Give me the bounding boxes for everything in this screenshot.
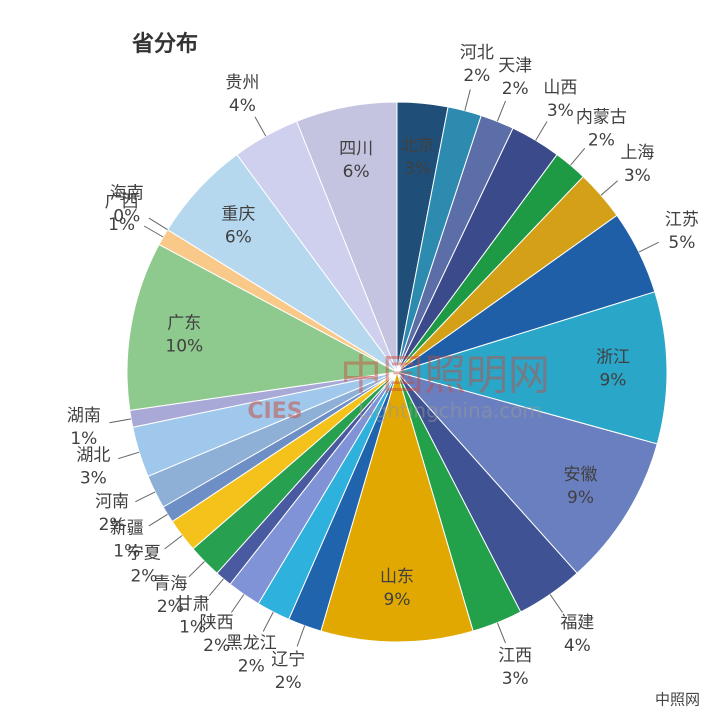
pie-slice [395, 371, 658, 574]
watermark-url: Lightingchina.com [358, 399, 542, 423]
leader-line [143, 225, 164, 238]
slice-label: 安徽 [564, 465, 598, 485]
leader-line [496, 100, 506, 122]
leader-line [296, 625, 306, 647]
pie [126, 101, 668, 643]
slice-label: 江西 [498, 646, 532, 666]
leader-line [254, 116, 267, 137]
value-label: 4% [564, 636, 591, 656]
leader-line [638, 241, 659, 253]
leader-line [535, 121, 548, 141]
value-label: 2% [157, 597, 184, 617]
pie-slice [126, 243, 399, 411]
leader-line [148, 513, 168, 527]
leader-line [570, 147, 586, 166]
leader-line [549, 594, 563, 613]
slice-label: 北京 [401, 136, 435, 156]
slice-label: 辽宁 [271, 650, 305, 670]
value-label: 9% [567, 488, 594, 508]
slice-label: 湖南 [67, 406, 101, 426]
slice-label: 广东 [167, 313, 201, 333]
value-label: 6% [343, 162, 370, 182]
value-label: 2% [463, 66, 490, 86]
value-label: 3% [502, 669, 529, 689]
value-label: 1% [179, 618, 206, 638]
value-label: 3% [547, 101, 574, 121]
slice-label: 河北 [460, 43, 494, 63]
value-label: 3% [624, 166, 651, 186]
leader-line [135, 491, 156, 503]
value-label: 2% [203, 636, 230, 656]
footer: 中照网 [655, 691, 700, 709]
leader-line [496, 622, 506, 644]
slice-label: 上海 [620, 143, 654, 163]
slice-label: 宁夏 [127, 544, 161, 564]
leader-line [231, 594, 245, 613]
slice-label: 福建 [560, 613, 594, 633]
pie-slice [296, 101, 398, 373]
watermark-org: CIES [247, 399, 302, 424]
chart-title: 省分布 [131, 31, 198, 57]
value-label: 2% [99, 515, 126, 535]
slice-label: 甘肃 [176, 595, 210, 615]
slice-label: 广西 [105, 192, 139, 212]
value-label: 1% [70, 429, 97, 449]
slice-label: 黑龙江 [226, 634, 277, 654]
value-label: 10% [165, 336, 203, 356]
value-label: 1% [108, 215, 135, 235]
value-label: 4% [229, 96, 256, 116]
pie-slice [395, 291, 668, 445]
slice-label: 湖北 [76, 445, 110, 465]
watermark-site: 中国照明网 [340, 351, 550, 400]
leader-line [148, 217, 168, 231]
value-label: 2% [130, 567, 157, 587]
leader-line [164, 535, 183, 550]
leader-line [118, 451, 140, 460]
slice-label: 浙江 [596, 348, 630, 368]
pie-slice [320, 370, 474, 643]
slice-label: 江苏 [665, 210, 699, 230]
value-label: 5% [668, 233, 695, 253]
slice-label: 陕西 [200, 613, 234, 633]
value-label: 2% [588, 130, 615, 150]
value-label: 6% [225, 227, 252, 247]
value-label: 0% [113, 206, 140, 226]
slice-label: 天津 [498, 56, 532, 76]
value-label: 2% [238, 657, 265, 677]
slice-label: 内蒙古 [576, 107, 627, 127]
value-label: 9% [384, 590, 411, 610]
leader-line [109, 418, 132, 424]
slice-label: 山东 [380, 567, 414, 587]
value-label: 9% [599, 371, 626, 391]
leader-line [464, 89, 471, 111]
slice-label: 海南 [110, 183, 144, 203]
leader-line [262, 611, 274, 632]
value-label: 1% [113, 542, 140, 562]
value-label: 2% [502, 79, 529, 99]
slice-label: 山西 [543, 78, 577, 98]
leader-line [208, 578, 224, 597]
value-label: 2% [275, 673, 302, 693]
value-label: 3% [404, 159, 431, 179]
slice-label: 贵州 [225, 73, 259, 93]
value-label: 3% [80, 468, 107, 488]
leader-line [600, 180, 619, 196]
slice-label: 河南 [95, 492, 129, 512]
slice-label: 青海 [153, 574, 187, 594]
leader-line [188, 561, 205, 578]
slice-label: 四川 [339, 139, 373, 159]
slice-label: 重庆 [221, 204, 255, 224]
slice-label: 新疆 [110, 519, 144, 539]
